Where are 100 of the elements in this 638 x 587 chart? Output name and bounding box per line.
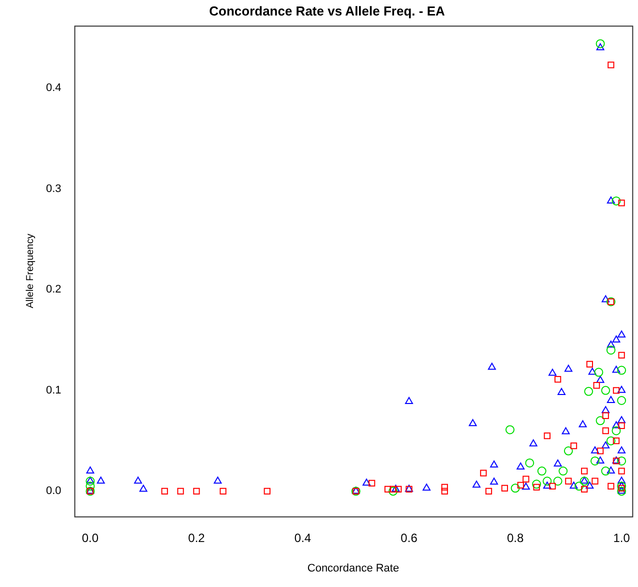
point (618, 386, 626, 393)
point (368, 480, 376, 486)
point (612, 437, 620, 444)
y-tick-label: 0.3 (46, 182, 62, 195)
point (177, 488, 184, 495)
point (581, 486, 588, 493)
y-tick-label: 0.1 (46, 384, 62, 396)
point (565, 478, 572, 484)
point (612, 426, 621, 436)
point (618, 468, 625, 474)
point (581, 468, 588, 474)
point (606, 396, 615, 404)
point (522, 476, 530, 482)
point (612, 387, 620, 394)
point (596, 43, 604, 50)
point (161, 488, 168, 495)
point (564, 446, 573, 456)
point (606, 466, 615, 474)
chart-title: Concordance Rate vs Allele Freq. - EA (209, 3, 446, 18)
y-tick-label: 0.2 (46, 284, 62, 296)
point (606, 196, 615, 204)
x-tick-label: 0.2 (188, 530, 206, 545)
point (529, 439, 538, 446)
point (618, 352, 625, 358)
point (544, 432, 551, 440)
point (601, 466, 610, 476)
point (441, 484, 448, 490)
point (570, 442, 578, 450)
point (264, 488, 270, 495)
point (608, 482, 614, 490)
point (533, 484, 540, 490)
point (608, 62, 614, 68)
point (584, 386, 594, 396)
point (543, 482, 552, 489)
x-axis-title: Concordance Rate (307, 562, 400, 574)
point (422, 484, 431, 491)
x-tick-label: 1.0 (613, 530, 630, 545)
point (490, 460, 498, 468)
point (606, 346, 616, 355)
point (134, 476, 142, 484)
point (485, 488, 492, 495)
point (606, 340, 615, 348)
y-axis-title: Allele Frequency (24, 234, 36, 308)
point (537, 466, 546, 476)
point (86, 466, 94, 474)
point (139, 484, 148, 492)
point (588, 368, 596, 375)
point (593, 382, 600, 389)
point (596, 376, 604, 383)
point (441, 488, 448, 495)
point (612, 336, 620, 343)
point (214, 476, 222, 484)
point (612, 366, 620, 373)
point (501, 484, 508, 492)
point (517, 482, 524, 488)
point (542, 476, 552, 486)
point (220, 488, 226, 495)
point (562, 427, 570, 434)
point (618, 422, 625, 430)
point (564, 364, 572, 372)
point (612, 196, 621, 206)
point (590, 456, 600, 466)
point (602, 406, 610, 414)
point (618, 416, 626, 424)
point (490, 478, 498, 485)
point (395, 486, 402, 493)
point (488, 362, 496, 370)
point (602, 427, 609, 434)
point (578, 420, 587, 428)
point (592, 478, 598, 484)
point (617, 366, 626, 375)
point (612, 421, 620, 428)
point (596, 416, 605, 426)
point (596, 448, 604, 454)
point (602, 295, 610, 302)
point (617, 396, 626, 406)
point (388, 486, 398, 496)
point (618, 446, 626, 454)
point (505, 425, 514, 434)
point (586, 482, 594, 489)
point (510, 484, 520, 493)
point (549, 482, 556, 490)
point (602, 441, 610, 448)
point (601, 386, 610, 395)
x-tick-label: 0.0 (82, 530, 99, 545)
point (617, 456, 626, 466)
point (574, 482, 584, 491)
point (596, 39, 605, 48)
point (480, 470, 487, 476)
point (362, 478, 370, 486)
point (525, 458, 534, 468)
point (586, 360, 594, 368)
point (96, 476, 105, 484)
point (606, 436, 616, 446)
point (558, 388, 566, 395)
point (405, 397, 413, 404)
point (516, 462, 525, 470)
point (532, 480, 542, 489)
point (384, 486, 392, 493)
y-tick-label: 0.4 (46, 82, 62, 94)
